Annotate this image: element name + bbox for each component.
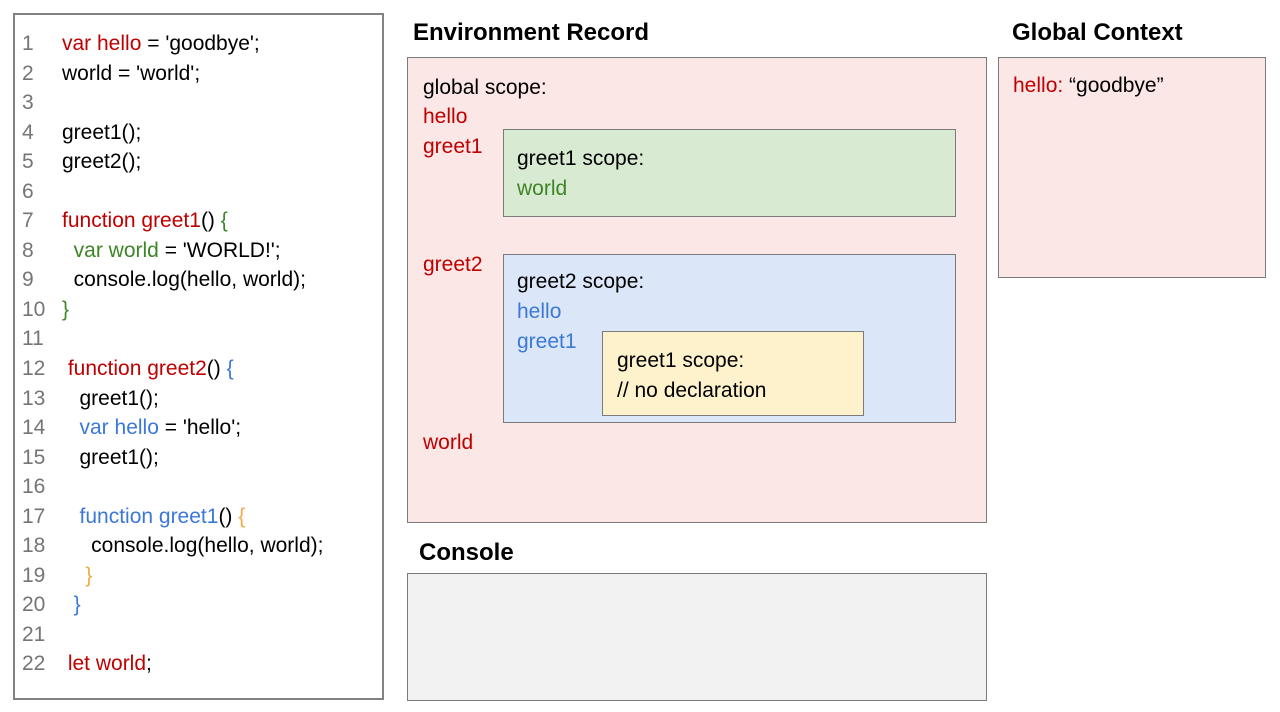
code-text: } [62, 593, 81, 617]
code-line: 10} [22, 295, 382, 325]
global-context-entry: hello: “goodbye” [1013, 71, 1164, 101]
code-line: 18 console.log(hello, world); [22, 531, 382, 561]
code-text: world = 'world'; [62, 61, 201, 85]
greet2-scope-var-hello: hello [517, 300, 562, 323]
greet1-scope-label: greet1 scope: [517, 147, 645, 170]
greet2-scope-var-greet1: greet1 [517, 330, 577, 353]
greet1-scope-box: greet1 scope: world [503, 129, 956, 217]
code-line: 15 greet1(); [22, 443, 382, 473]
global-var-greet1: greet1 [423, 135, 483, 158]
code-text: } [62, 563, 93, 587]
code-text: let world; [62, 652, 152, 676]
global-var-world: world [423, 431, 474, 454]
line-number: 7 [22, 209, 34, 233]
line-number: 18 [22, 534, 46, 558]
code-line: 9 console.log(hello, world); [22, 265, 382, 295]
line-number: 20 [22, 593, 46, 617]
code-line: 14 var hello = 'hello'; [22, 413, 382, 443]
code-line: 16 [22, 472, 382, 502]
line-number: 11 [22, 327, 44, 351]
code-line: 7 function greet1() { [22, 206, 382, 236]
line-number: 1 [22, 32, 34, 55]
global-context-entry-value: “goodbye” [1063, 74, 1164, 97]
line-number: 22 [22, 652, 46, 676]
environment-record-title: Environment Record [413, 19, 650, 46]
line-number: 14 [22, 416, 46, 440]
code-lines: 1 var hello = 'goodbye'; 2 world = 'world';… [22, 29, 382, 679]
code-text: function greet1() { [62, 504, 246, 528]
code-line: 5 greet2(); [22, 147, 382, 177]
code-text: function greet2() { [62, 357, 234, 381]
code-line: 21 [22, 620, 382, 650]
line-number: 10 [22, 297, 46, 321]
code-text: function greet1() { [62, 209, 228, 233]
code-text: } [62, 297, 70, 321]
inner-greet1-scope-box: greet1 scope: // no declaration [602, 331, 864, 416]
global-var-hello: hello [423, 105, 468, 128]
line-number: 8 [22, 238, 34, 262]
global-context-entry-key: hello: [1013, 74, 1064, 97]
code-text: var world = 'WORLD!'; [62, 238, 281, 262]
line-number: 9 [22, 268, 34, 292]
line-number: 6 [22, 179, 34, 203]
code-text: greet1(); [62, 120, 142, 144]
line-number: 16 [22, 475, 46, 499]
code-line: 20 } [22, 590, 382, 620]
line-number: 15 [22, 445, 46, 469]
line-number: 5 [22, 150, 34, 174]
code-line: 17 function greet1() { [22, 502, 382, 532]
global-context-title: Global Context [1012, 19, 1183, 46]
code-line: 1 var hello = 'goodbye'; [22, 29, 382, 59]
code-line: 4 greet1(); [22, 118, 382, 148]
code-line: 12 function greet2() { [22, 354, 382, 384]
line-number: 21 [22, 622, 46, 646]
code-text: console.log(hello, world); [62, 268, 306, 292]
greet1-scope-var-world: world [517, 177, 568, 200]
code-line: 3 [22, 88, 382, 118]
no-declaration-comment: // no declaration [617, 379, 767, 402]
code-text: var hello = 'goodbye'; [62, 32, 260, 55]
code-line: 8 var world = 'WORLD!'; [22, 236, 382, 266]
line-number: 13 [22, 386, 46, 410]
code-line: 6 [22, 177, 382, 207]
code-text: console.log(hello, world); [62, 534, 324, 558]
code-line: 22 let world; [22, 649, 382, 679]
line-number: 3 [22, 91, 34, 115]
global-scope-label: global scope: [423, 76, 547, 99]
line-number: 19 [22, 563, 46, 587]
global-var-greet2: greet2 [423, 253, 483, 276]
code-line: 19 } [22, 561, 382, 591]
greet2-scope-box: greet2 scope: hello greet1 greet1 scope:… [503, 254, 956, 423]
greet2-scope-label: greet2 scope: [517, 270, 645, 293]
line-number: 4 [22, 120, 34, 144]
code-line: 13 greet1(); [22, 384, 382, 414]
code-text: greet1(); [62, 386, 159, 410]
code-line: 11 [22, 324, 382, 354]
code-text: greet2(); [62, 150, 142, 174]
global-context-box: hello: “goodbye” [998, 57, 1266, 278]
environment-record-box: global scope: hello greet1 greet2 world … [407, 57, 987, 523]
console-output-box [407, 573, 987, 701]
inner-greet1-scope-label: greet1 scope: [617, 349, 745, 372]
code-editor-panel: 1 var hello = 'goodbye'; 2 world = 'world';… [13, 13, 384, 700]
line-number: 2 [22, 61, 34, 85]
line-number: 17 [22, 504, 46, 528]
code-text: greet1(); [62, 445, 159, 469]
line-number: 12 [22, 357, 46, 381]
code-text: var hello = 'hello'; [62, 416, 242, 440]
console-title: Console [419, 539, 514, 566]
code-line: 2 world = 'world'; [22, 59, 382, 89]
